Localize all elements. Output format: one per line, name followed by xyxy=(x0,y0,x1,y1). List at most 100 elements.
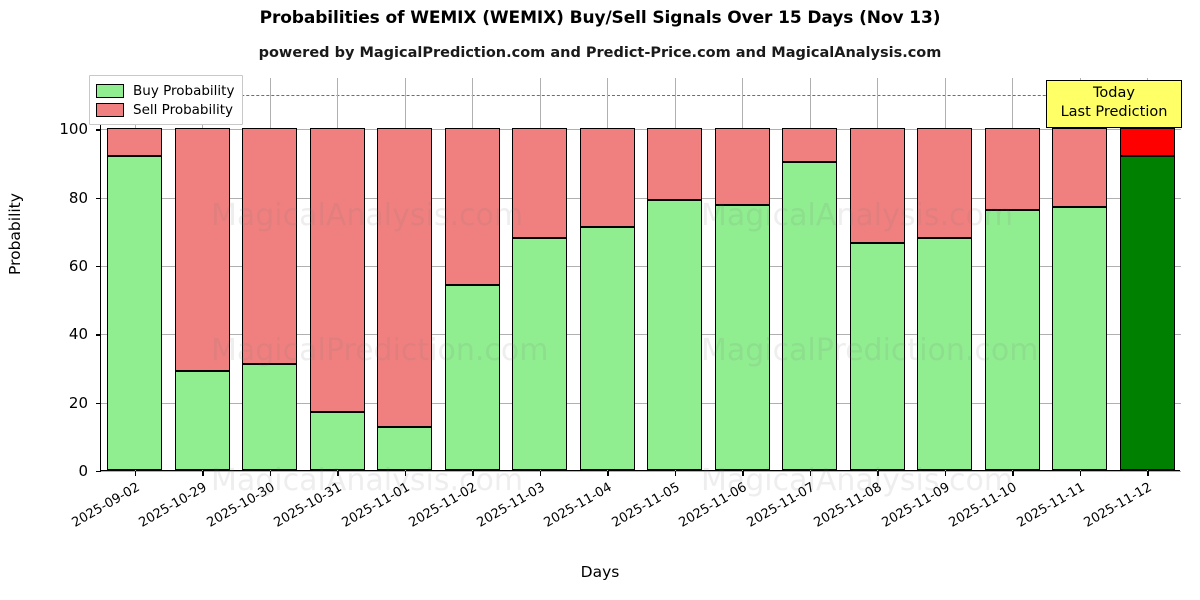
bar[interactable] xyxy=(1052,128,1108,470)
y-tick-label: 80 xyxy=(68,188,88,207)
bar-segment-buy[interactable] xyxy=(647,200,703,470)
x-tick-mark xyxy=(472,471,474,476)
chart-title: Probabilities of WEMIX (WEMIX) Buy/Sell … xyxy=(259,8,941,28)
y-tick-mark xyxy=(96,334,101,336)
bar-segment-buy[interactable] xyxy=(1119,155,1175,470)
bar[interactable] xyxy=(174,128,230,470)
bar-segment-sell[interactable] xyxy=(714,128,770,206)
bar-segment-buy[interactable] xyxy=(782,162,838,470)
bar[interactable] xyxy=(309,128,365,470)
x-tick-mark xyxy=(809,471,812,476)
reference-line xyxy=(101,95,1181,97)
bar[interactable] xyxy=(782,128,838,470)
bar-segment-sell[interactable] xyxy=(377,128,433,428)
x-tick-mark xyxy=(674,471,677,476)
bar-segment-buy[interactable] xyxy=(579,227,635,470)
bar-segment-buy[interactable] xyxy=(849,242,905,470)
x-tick-mark xyxy=(1147,471,1149,476)
bar-segment-sell[interactable] xyxy=(782,128,838,163)
y-axis-label: Probability xyxy=(6,193,24,275)
plot-area: 0 20 40 60 80 100 MagicalAnalysis.com MagicalAn… xyxy=(59,78,1181,531)
today-annotation-line1: Today xyxy=(1093,85,1135,101)
bar[interactable] xyxy=(512,128,568,470)
y-tick-mark xyxy=(96,197,101,199)
legend-swatch-sell-icon xyxy=(96,102,124,117)
bar-segment-buy[interactable] xyxy=(377,427,433,470)
bar-segment-buy[interactable] xyxy=(1052,206,1108,470)
bar[interactable] xyxy=(917,128,973,470)
y-gridline xyxy=(101,402,1181,404)
bar-segment-buy[interactable] xyxy=(444,285,500,470)
bar[interactable] xyxy=(714,128,770,470)
bar[interactable] xyxy=(242,128,298,470)
bar-segment-buy[interactable] xyxy=(107,155,163,470)
bar-segment-sell[interactable] xyxy=(444,128,500,286)
bar-segment-sell[interactable] xyxy=(1119,128,1175,156)
bar-segment-sell[interactable] xyxy=(174,128,230,371)
bar-segment-buy[interactable] xyxy=(242,364,298,470)
y-gridline xyxy=(101,265,1181,267)
x-tick-mark xyxy=(1012,471,1014,476)
bar-segment-buy[interactable] xyxy=(174,370,230,470)
x-tick-mark xyxy=(134,471,137,476)
bar-today[interactable] xyxy=(1119,128,1175,470)
y-tick-mark xyxy=(96,129,101,131)
x-axis-label: Days xyxy=(580,563,620,581)
bar-segment-sell[interactable] xyxy=(1052,128,1108,207)
legend-item-buy: Buy Probability xyxy=(96,81,234,100)
y-tick-label: 20 xyxy=(68,393,88,412)
bar[interactable] xyxy=(849,128,905,470)
y-tick-label: 0 xyxy=(78,462,88,480)
bar[interactable] xyxy=(377,128,433,470)
y-tick-mark xyxy=(96,471,101,473)
bar[interactable] xyxy=(647,128,703,470)
bar-segment-sell[interactable] xyxy=(579,128,635,228)
x-tick-mark xyxy=(404,471,407,476)
plot-inner: 0 20 40 60 80 100 MagicalAnalysis.com MagicalAn… xyxy=(59,78,1181,531)
bar-segment-buy[interactable] xyxy=(917,237,973,470)
x-tick-mark xyxy=(539,471,542,476)
bar-segment-buy[interactable] xyxy=(714,205,770,470)
x-tick-mark xyxy=(269,471,272,476)
today-annotation-line2: Last Prediction xyxy=(1060,104,1168,121)
bar-segment-buy[interactable] xyxy=(309,411,365,470)
legend-label-buy: Buy Probability xyxy=(133,82,235,99)
y-gridline xyxy=(101,197,1181,199)
bar[interactable] xyxy=(579,128,635,470)
x-tick-mark xyxy=(1079,471,1082,476)
bar-segment-sell[interactable] xyxy=(849,128,905,243)
y-tick-mark xyxy=(96,402,101,404)
y-tick-label: 100 xyxy=(59,120,88,139)
bar-segment-sell[interactable] xyxy=(309,128,365,412)
bar-segment-sell[interactable] xyxy=(917,128,973,238)
bar[interactable] xyxy=(107,128,163,470)
x-tick-mark xyxy=(877,471,879,476)
chart-subtitle: powered by MagicalPrediction.com and Pre… xyxy=(258,45,942,61)
bar[interactable] xyxy=(984,128,1040,470)
x-tick-mark xyxy=(742,471,744,476)
y-tick-label: 60 xyxy=(68,256,88,275)
y-gridline xyxy=(101,334,1181,336)
y-gridline xyxy=(101,471,1181,472)
y-tick-mark xyxy=(96,265,101,268)
bar-segment-sell[interactable] xyxy=(647,128,703,201)
x-tick-mark xyxy=(607,471,609,476)
x-tick-mark xyxy=(202,471,204,476)
legend-item-sell: Sell Probability xyxy=(96,100,234,119)
bar[interactable] xyxy=(444,128,500,470)
y-gridline xyxy=(101,129,1181,131)
x-tick-mark xyxy=(337,471,339,476)
bar-segment-buy[interactable] xyxy=(512,237,568,470)
bar-segment-sell[interactable] xyxy=(242,128,298,365)
chart-legend: Buy Probability Sell Probability xyxy=(89,75,244,125)
bar-segment-sell[interactable] xyxy=(984,128,1040,211)
today-annotation: Today Last Prediction xyxy=(1046,80,1182,129)
bar-segment-buy[interactable] xyxy=(984,210,1040,470)
x-tick-mark xyxy=(944,471,947,476)
legend-label-sell: Sell Probability xyxy=(133,101,234,118)
bar-segment-sell[interactable] xyxy=(512,128,568,238)
legend-swatch-buy-icon xyxy=(96,83,124,98)
bar-segment-sell[interactable] xyxy=(107,128,163,156)
y-tick-label: 40 xyxy=(68,325,88,344)
